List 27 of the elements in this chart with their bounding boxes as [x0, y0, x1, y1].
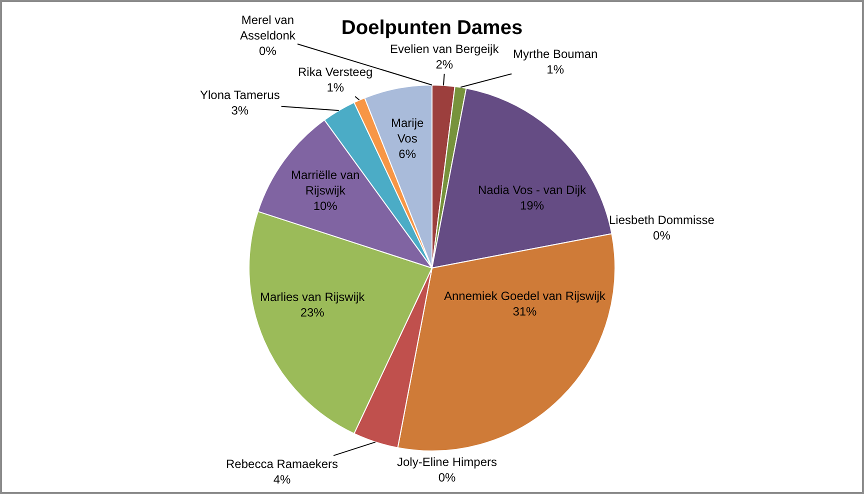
slice-label: Evelien van Bergeijk — [390, 42, 500, 56]
slice-label: Marije Vos — [391, 116, 424, 146]
data-label: 2% — [436, 58, 454, 72]
slice-label: Nadia Vos - van Dijk — [478, 183, 588, 197]
category-label: Joly-Eline Himpers — [397, 455, 498, 469]
slice-label: Marriëlle van Rijswijk — [291, 168, 360, 198]
category-label: Liesbeth Dommisse — [609, 213, 714, 227]
slice-label: Rebecca Ramaekers — [226, 457, 338, 471]
data-label: 19% — [520, 198, 544, 213]
chart-title: Doelpunten Dames — [341, 17, 523, 39]
text: 0% — [259, 44, 276, 58]
text: 0% — [438, 470, 456, 485]
data-label: 31% — [512, 304, 538, 319]
data-label: 1% — [546, 62, 564, 77]
data-label: 6% — [398, 147, 416, 162]
data-label: 3% — [231, 104, 249, 118]
slice-label: Myrthe Bouman — [513, 47, 598, 61]
data-label: 10% — [313, 199, 338, 214]
slice-label: Marlies van Rijswijk — [260, 290, 366, 304]
slice-label: Rika Versteeg — [298, 65, 373, 79]
data-label: 1% — [326, 80, 344, 95]
slice-label: Annemiek Goedel van Rijswijk — [444, 289, 606, 303]
data-label: 4% — [273, 472, 292, 487]
data-label: 23% — [300, 306, 325, 320]
text: 0% — [653, 228, 670, 243]
category-label: Merel van Asseldonk — [240, 13, 296, 43]
slice-label: Ylona Tamerus — [200, 88, 280, 102]
